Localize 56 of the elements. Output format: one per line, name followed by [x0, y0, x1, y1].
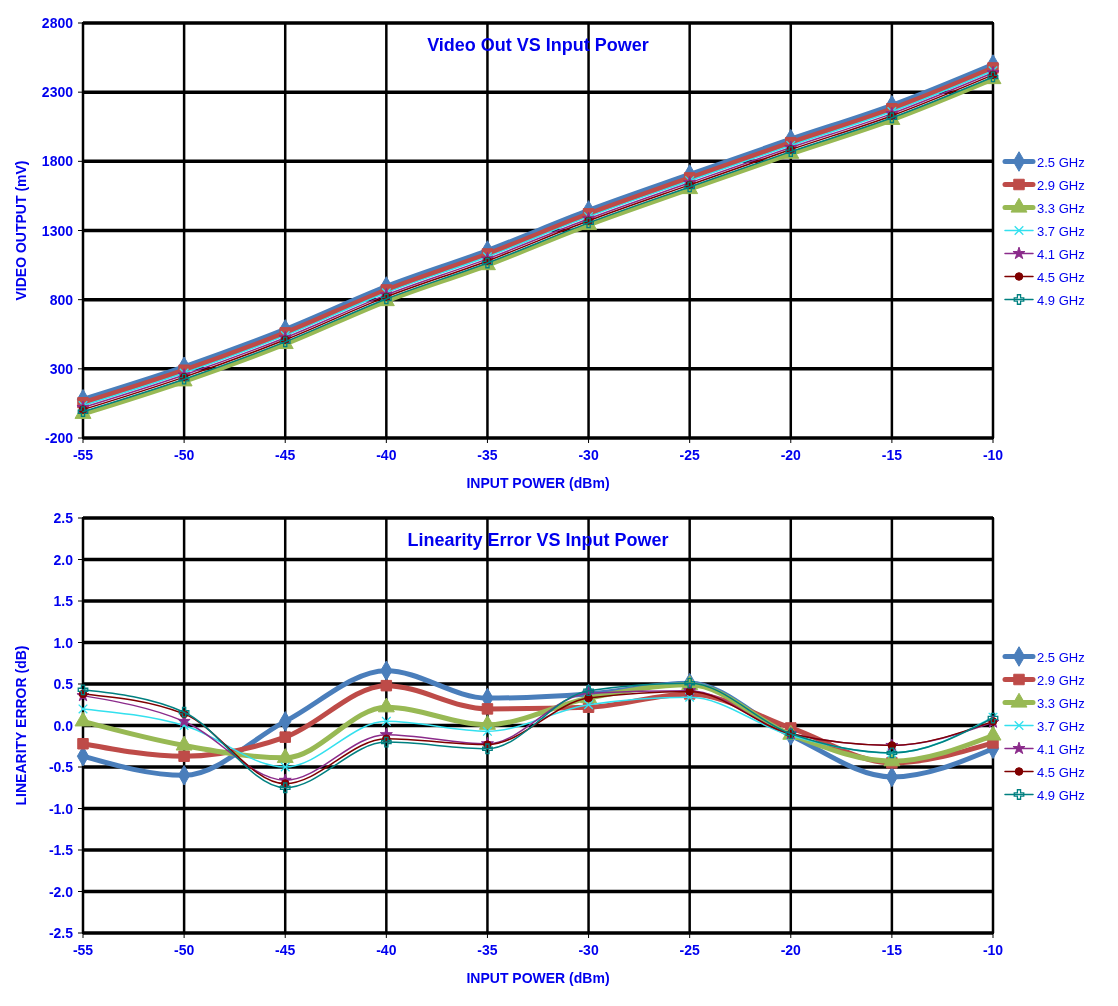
y-tick-label: -2.0 [48, 883, 74, 900]
x-tick-label: -10 [982, 447, 1004, 463]
y-tick-label: 2300 [41, 84, 74, 101]
x-tick-label: -20 [780, 447, 802, 463]
legend-label: 3.3 GHz [1037, 695, 1085, 711]
y-tick-label: -1.0 [48, 800, 74, 817]
y-tick-label: 2.5 [53, 510, 74, 526]
y-tick-label: -2.5 [48, 925, 74, 941]
x-tick-label: -50 [173, 447, 195, 463]
x-tick-label: -55 [72, 942, 94, 958]
x-tick-label: -40 [376, 942, 397, 958]
x-tick-label: -25 [679, 942, 700, 958]
x-tick-label: -15 [881, 447, 903, 463]
y-tick-label: 1800 [41, 153, 74, 170]
y-axis-title: LINEARITY ERROR (dB) [13, 645, 29, 806]
legend-label: 3.7 GHz [1037, 718, 1085, 734]
x-tick-label: -55 [72, 447, 94, 463]
y-tick-label: 300 [49, 360, 74, 377]
x-tick-label: -45 [275, 942, 296, 958]
x-tick-label: -35 [477, 942, 498, 958]
legend-label: 3.7 GHz [1037, 223, 1085, 239]
y-tick-label: 0.5 [53, 676, 74, 692]
y-tick-label: 800 [49, 291, 74, 308]
y-axis-title: VIDEO OUTPUT (mV) [13, 160, 29, 301]
y-tick-label: 2800 [41, 15, 74, 31]
x-tick-label: -45 [275, 447, 296, 463]
x-tick-label: -50 [173, 942, 195, 958]
legend-label: 4.1 GHz [1037, 741, 1085, 757]
x-tick-label: -35 [477, 447, 498, 463]
y-tick-label: -0.5 [48, 759, 74, 775]
legend-label: 4.9 GHz [1037, 292, 1085, 308]
y-tick-label: 1300 [41, 222, 74, 239]
x-axis-title: INPUT POWER (dBm) [466, 970, 610, 986]
x-tick-label: -15 [881, 942, 903, 958]
legend-label: 3.3 GHz [1037, 200, 1085, 216]
x-tick-label: -30 [578, 447, 599, 463]
legend-label: 2.5 GHz [1037, 649, 1085, 665]
legend-label: 4.9 GHz [1037, 787, 1085, 803]
legend-label: 2.5 GHz [1037, 154, 1085, 170]
legend-label: 4.1 GHz [1037, 246, 1085, 262]
x-tick-label: -10 [982, 942, 1004, 958]
x-tick-label: -40 [376, 447, 397, 463]
x-tick-label: -25 [679, 447, 700, 463]
y-tick-label: 2.0 [53, 551, 74, 568]
legend-label: 2.9 GHz [1037, 672, 1085, 688]
y-tick-label: -200 [44, 430, 74, 446]
y-tick-label: -1.5 [48, 842, 74, 858]
legend-label: 4.5 GHz [1037, 764, 1085, 780]
y-tick-label: 1.0 [53, 634, 74, 651]
x-tick-label: -20 [780, 942, 802, 958]
legend-label: 4.5 GHz [1037, 269, 1085, 285]
legend-label: 2.9 GHz [1037, 177, 1085, 193]
y-tick-label: 0.0 [53, 717, 74, 734]
x-axis-title: INPUT POWER (dBm) [466, 475, 610, 491]
y-tick-label: 1.5 [53, 593, 74, 609]
x-tick-label: -30 [578, 942, 599, 958]
